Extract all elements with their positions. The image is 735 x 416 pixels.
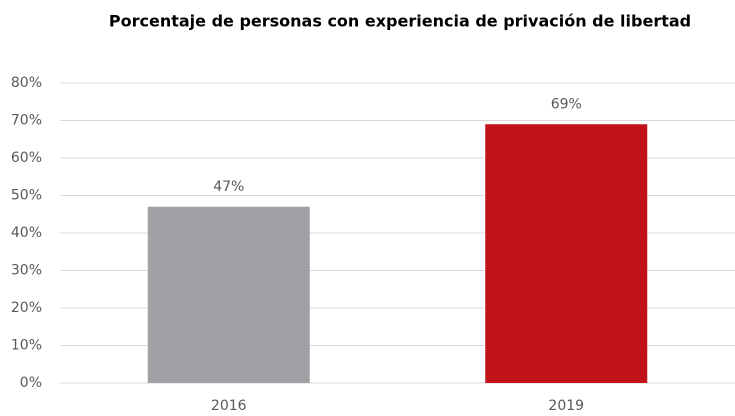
y-tick-label: 70% (11, 113, 42, 129)
y-tick-label: 20% (11, 300, 42, 316)
y-tick-label: 50% (11, 188, 42, 204)
y-tick-label: 10% (11, 338, 42, 354)
data-label: 47% (213, 179, 244, 195)
data-label: 69% (551, 96, 582, 112)
x-tick-label: 2019 (548, 398, 584, 414)
y-tick-label: 0% (20, 375, 42, 391)
bar (485, 124, 648, 383)
bar (147, 206, 310, 383)
x-tick-label: 2016 (211, 398, 247, 414)
chart-title: Porcentaje de personas con experiencia d… (109, 12, 691, 31)
y-tick-label: 60% (11, 150, 42, 166)
y-tick-label: 40% (11, 225, 42, 241)
y-tick-label: 30% (11, 263, 42, 279)
y-tick-label: 80% (11, 75, 42, 91)
